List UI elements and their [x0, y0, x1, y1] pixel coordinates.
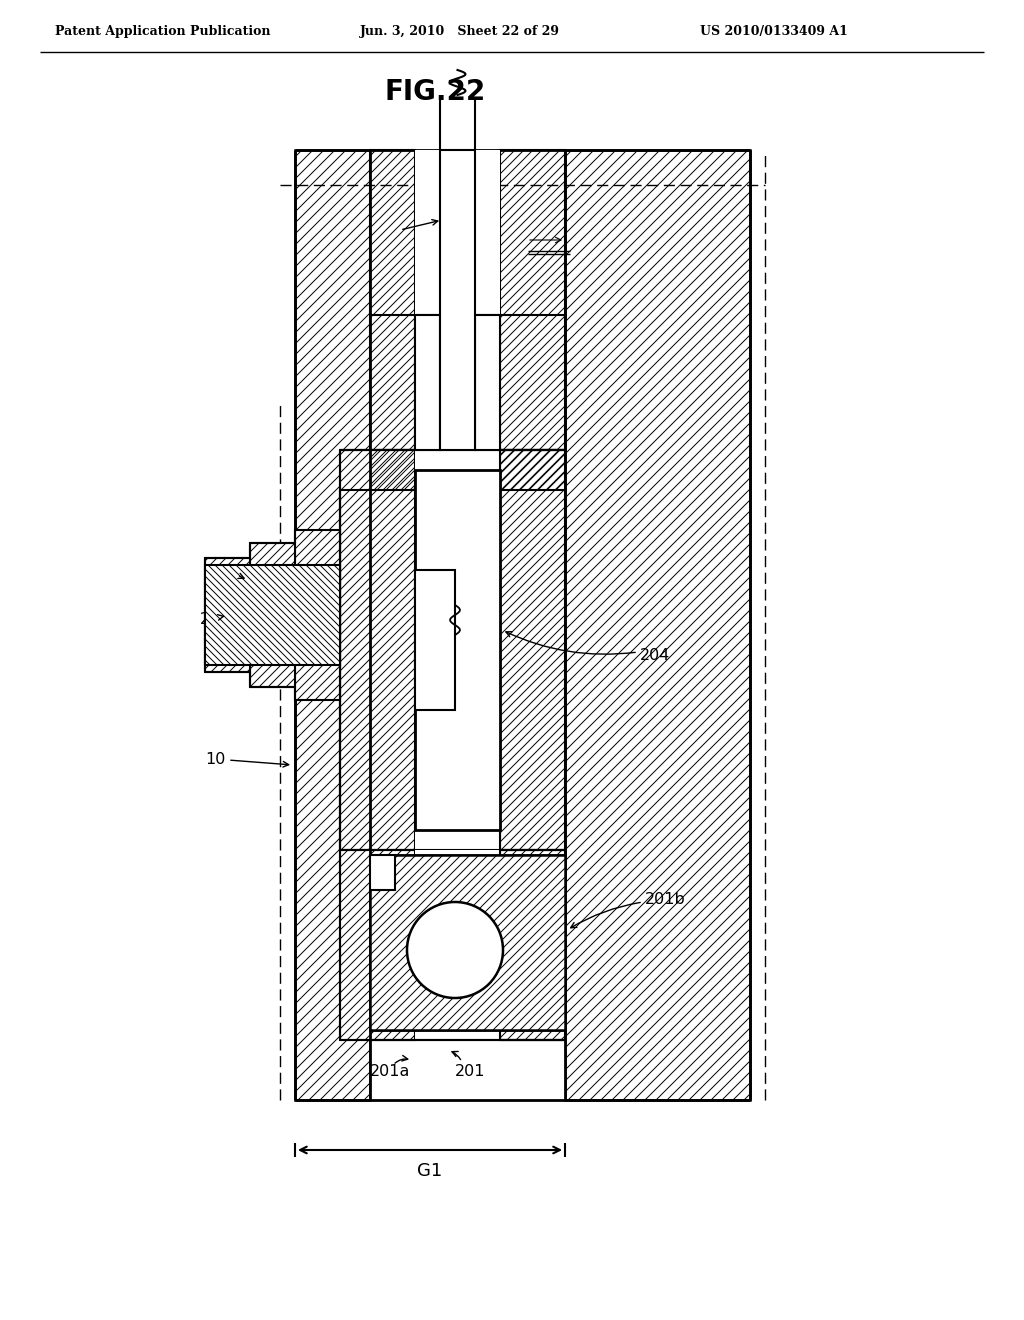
Text: G1: G1: [418, 1162, 442, 1180]
Bar: [415, 450, 500, 850]
Text: 10: 10: [205, 752, 225, 767]
Bar: [475, 450, 565, 490]
Bar: [205, 558, 250, 672]
Bar: [440, 150, 475, 450]
Text: 201a: 201a: [370, 1064, 411, 1080]
Bar: [565, 150, 750, 1100]
Bar: [475, 315, 500, 450]
Bar: [370, 855, 565, 1030]
Bar: [500, 150, 565, 450]
Text: 190: 190: [372, 220, 402, 235]
Text: 202: 202: [200, 612, 230, 627]
Bar: [370, 855, 395, 890]
Bar: [415, 570, 455, 710]
Text: 201b: 201b: [645, 892, 686, 908]
Bar: [415, 470, 500, 830]
Bar: [500, 850, 565, 1040]
Text: 12: 12: [215, 568, 236, 582]
Bar: [340, 450, 415, 850]
Text: 204: 204: [640, 648, 671, 663]
Text: FIG.22: FIG.22: [384, 78, 485, 106]
Bar: [370, 150, 565, 1100]
Text: 201: 201: [455, 1064, 485, 1080]
Bar: [500, 450, 565, 850]
Bar: [295, 531, 340, 700]
Bar: [250, 543, 295, 686]
Text: 200: 200: [530, 232, 560, 248]
Bar: [415, 150, 500, 450]
Text: Patent Application Publication: Patent Application Publication: [55, 25, 270, 38]
Bar: [370, 150, 415, 450]
Bar: [370, 450, 440, 490]
Text: US 2010/0133409 A1: US 2010/0133409 A1: [700, 25, 848, 38]
Circle shape: [407, 902, 503, 998]
Bar: [340, 850, 415, 1040]
Bar: [415, 850, 500, 1040]
Bar: [295, 150, 370, 1100]
Text: Jun. 3, 2010   Sheet 22 of 29: Jun. 3, 2010 Sheet 22 of 29: [360, 25, 560, 38]
Bar: [415, 315, 440, 450]
Bar: [205, 565, 340, 665]
Bar: [440, 450, 475, 490]
